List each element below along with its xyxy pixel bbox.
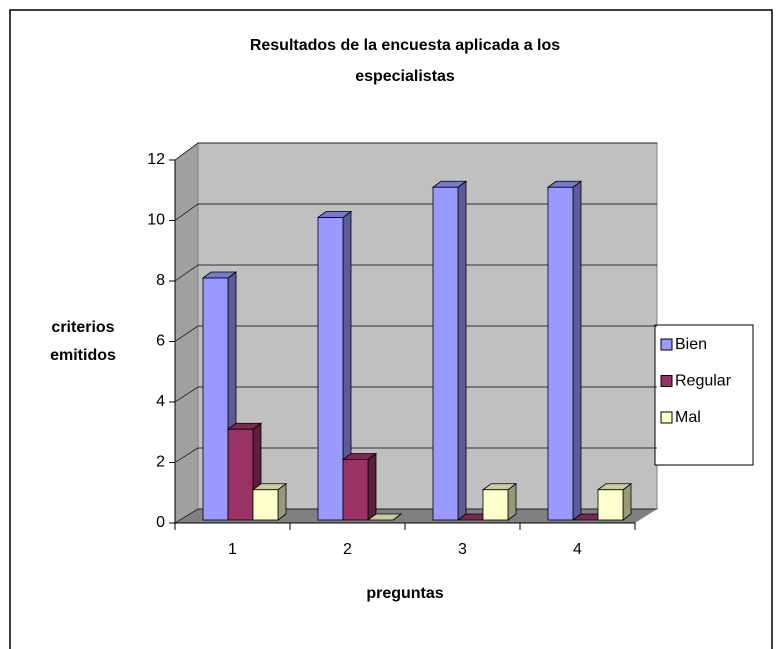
x-axis-label: preguntas xyxy=(366,585,443,602)
bar-front xyxy=(202,277,229,521)
bar xyxy=(431,180,468,521)
bar xyxy=(316,210,353,521)
grid-line xyxy=(174,447,657,463)
y-tick-label: 12 xyxy=(147,151,165,168)
grid-line xyxy=(174,203,657,221)
legend-label: Mal xyxy=(675,409,701,426)
legend-swatch xyxy=(660,338,673,351)
bar-front xyxy=(547,186,574,521)
bar-side xyxy=(457,180,467,521)
grid-line xyxy=(174,142,657,161)
bar-front xyxy=(432,186,459,521)
x-tick-label: 4 xyxy=(573,541,582,558)
bar-front xyxy=(482,489,509,521)
legend-label: Regular xyxy=(675,373,732,390)
grid-line xyxy=(174,386,657,403)
bar xyxy=(596,482,633,521)
side-wall xyxy=(174,142,199,524)
y-tick-label: 6 xyxy=(156,333,165,350)
x-tick-label: 2 xyxy=(343,541,352,558)
y-tick-label: 10 xyxy=(147,212,165,229)
bar-front xyxy=(252,489,279,521)
bar xyxy=(251,482,288,521)
chart-title: especialistas xyxy=(355,68,455,85)
bar xyxy=(341,452,378,521)
x-tick-label: 1 xyxy=(228,541,237,558)
bar-side xyxy=(367,452,377,521)
grid-line xyxy=(174,264,657,282)
y-tick-label: 8 xyxy=(156,272,165,289)
bar xyxy=(366,513,403,521)
bar-top xyxy=(366,513,403,521)
y-axis-label: emitidos xyxy=(50,347,116,364)
y-axis-label: criterios xyxy=(51,319,114,336)
bar-front xyxy=(227,428,254,521)
bar xyxy=(546,180,583,521)
bar-front xyxy=(597,489,624,521)
legend-swatch xyxy=(660,411,673,424)
legend-swatch xyxy=(660,375,673,387)
y-tick-label: 0 xyxy=(156,514,165,531)
y-tick-label: 2 xyxy=(156,454,165,471)
bar xyxy=(481,482,518,521)
bar-side xyxy=(572,180,582,521)
bar-front xyxy=(342,459,369,521)
x-tick-label: 3 xyxy=(458,541,467,558)
grid-line xyxy=(174,325,657,342)
bar-front xyxy=(317,217,344,521)
legend-label: Bien xyxy=(675,336,707,353)
y-tick-label: 4 xyxy=(156,393,165,410)
floor xyxy=(175,509,657,523)
chart-title: Resultados de la encuesta aplicada a los xyxy=(250,37,560,54)
